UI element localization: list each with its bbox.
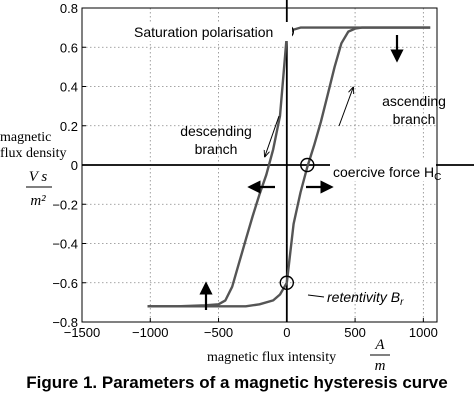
retentivity-leader-line: [307, 294, 325, 298]
coercive-label-subscript: C: [434, 172, 441, 183]
x-tick-label-1: −1000: [132, 325, 169, 340]
y-tick-label-3: −0.2: [52, 197, 78, 212]
retentivity-label: retentivity Br: [327, 289, 404, 308]
descending-direction-arrow: [265, 115, 280, 156]
descending-label-line1: descending: [180, 123, 252, 139]
y-tick-label-4: 0: [71, 158, 78, 173]
coercive-label-background: [330, 160, 436, 181]
hysteresis-branch-line-2: [147, 26, 431, 308]
y-tick-label-7: 0.6: [60, 40, 78, 55]
ascending-label-line1: ascending: [382, 93, 446, 109]
y-tick-label-6: 0.4: [60, 80, 78, 95]
figure-caption: Figure 1. Parameters of a magnetic hyste…: [26, 373, 448, 392]
y-tick-label-2: −0.4: [52, 237, 78, 252]
y-tick-label-5: 0.2: [60, 119, 78, 134]
ascending-label-line2: branch: [393, 111, 436, 127]
retentivity-marker-circle: [279, 275, 295, 290]
retentivity-label-text: retentivity B: [327, 289, 400, 305]
saturation-label: Saturation polarisation: [134, 24, 273, 40]
x-axis-label: magnetic flux intensity: [207, 350, 336, 365]
x-tick-label-4: 500: [344, 325, 366, 340]
x-tick-label-0: −1500: [64, 325, 101, 340]
y-unit-numerator: V s: [29, 169, 48, 185]
saturation-label-background: [132, 22, 292, 41]
x-tick-labels: −1500 −1000 −500 0 500 1000: [64, 318, 438, 340]
coercive-label-text: coercive force H: [333, 164, 434, 180]
y-unit-denominator: m²: [30, 193, 46, 209]
x-unit-numerator: A: [374, 337, 385, 353]
descending-label-line2: branch: [195, 141, 238, 157]
x-unit-denominator: m: [375, 358, 386, 374]
y-tick-label-0: −0.8: [52, 315, 78, 330]
coercive-label: coercive force HC: [333, 164, 441, 183]
x-tick-label-2: −500: [204, 325, 233, 340]
y-axis-label-line2: flux density: [0, 146, 67, 161]
y-tick-label-8: 0.8: [60, 1, 78, 16]
coercive-marker-circle: [300, 157, 315, 173]
retentivity-label-subscript: r: [400, 297, 404, 308]
y-tick-labels: −0.8 −0.6 −0.4 −0.2 0 0.2 0.4 0.6 0.8: [52, 1, 86, 330]
ascending-direction-arrow: [338, 88, 353, 127]
x-tick-label-5: 1000: [409, 325, 438, 340]
y-tick-label-1: −0.6: [52, 276, 78, 291]
y-axis-label-line1: magnetic: [0, 130, 51, 145]
x-tick-label-3: 0: [283, 325, 290, 340]
